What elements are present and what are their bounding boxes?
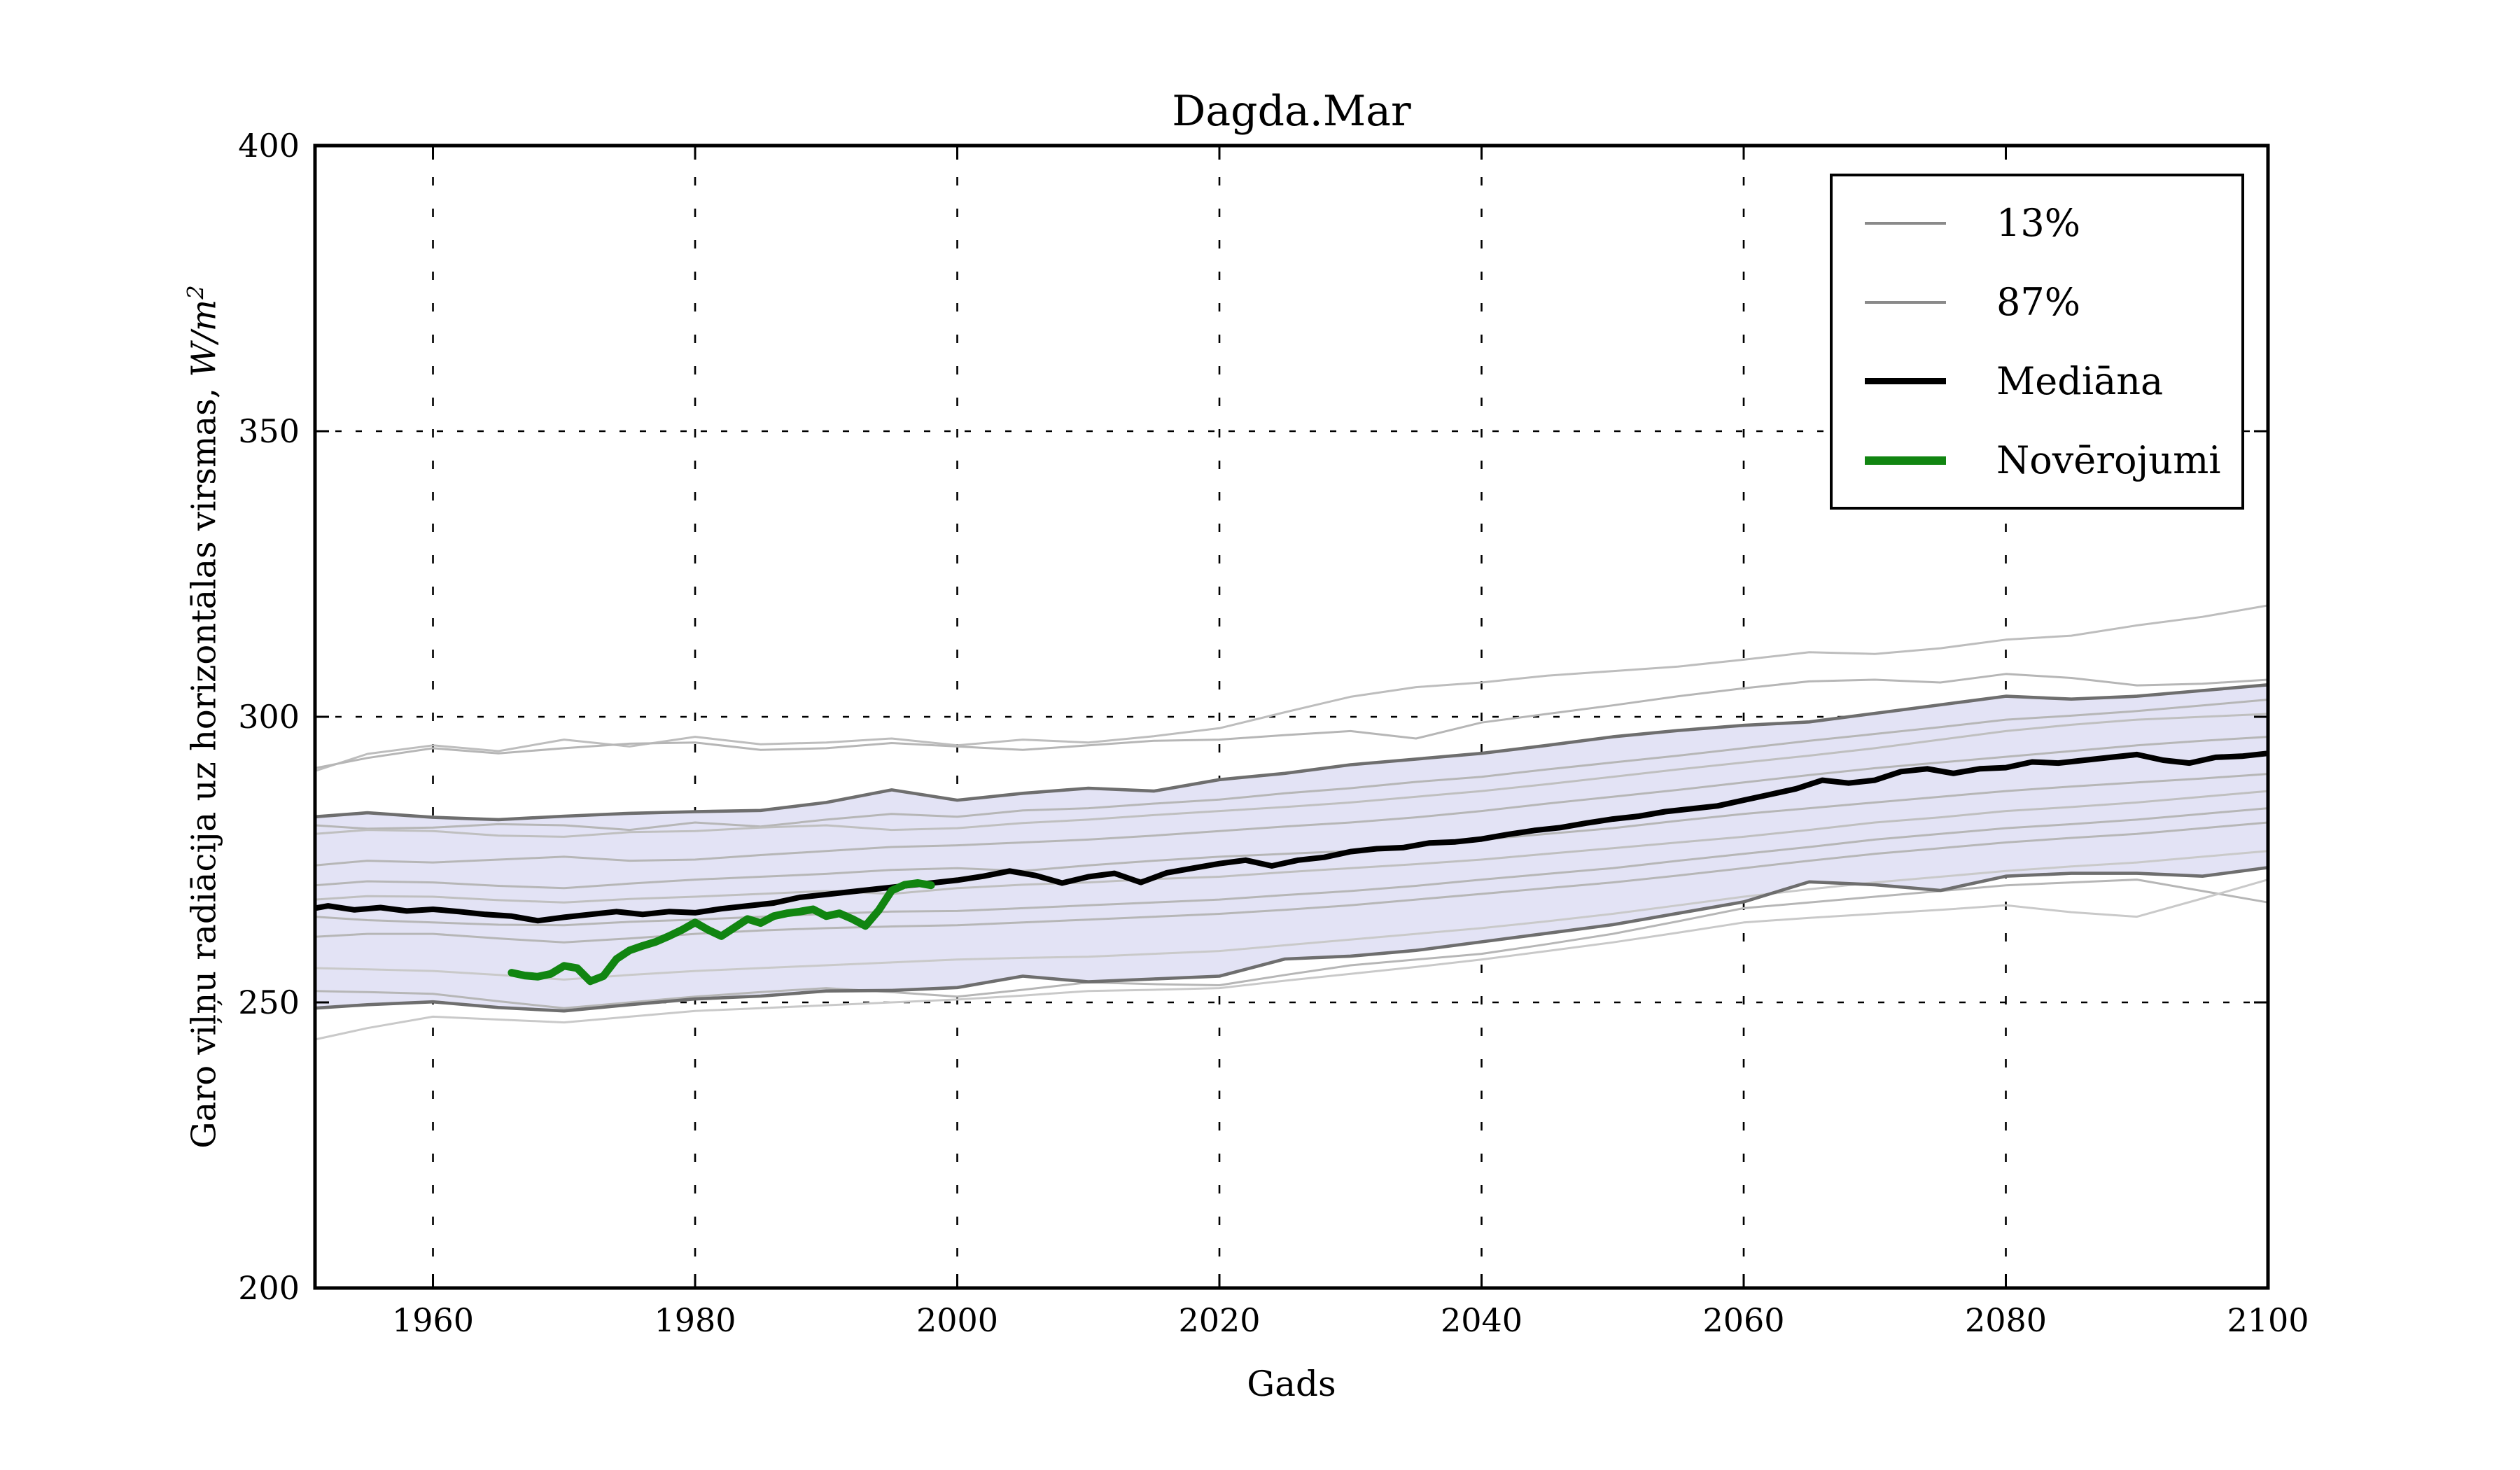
- observations-line: [507, 879, 935, 986]
- legend-label-noverojumi: Novērojumi: [1996, 438, 2221, 482]
- x-tick-label-1980: 1980: [654, 1301, 736, 1339]
- x-tick-label-2020: 2020: [1178, 1301, 1260, 1339]
- y-axis-label-units: W/m: [184, 299, 224, 377]
- x-tick-label-2040: 2040: [1441, 1301, 1522, 1339]
- ensemble-line-run-b5: [314, 790, 2269, 904]
- x-tick-label-2080: 2080: [1965, 1301, 2047, 1339]
- ensemble-line-run-d2: [314, 878, 2269, 1041]
- ensemble-line-run-b1: [314, 699, 2269, 832]
- percentile-87-line: [314, 683, 2269, 822]
- ensemble-line-run-top-1: [314, 604, 2269, 772]
- x-tick-label-2060: 2060: [1702, 1301, 1784, 1339]
- legend-row-noverojumi: Novērojumi: [1833, 424, 2241, 497]
- legend-label-87pct: 87%: [1996, 279, 2081, 324]
- x-axis-label: Gads: [1247, 1364, 1336, 1404]
- legend-sample-mediana-line: [1865, 378, 1946, 384]
- legend-sample-noverojumi-line: [1865, 456, 1946, 465]
- median-line: [314, 750, 2269, 924]
- ensemble-line-run-b3: [314, 736, 2269, 867]
- y-tick-label-350: 350: [238, 412, 300, 450]
- ensemble-line-run-top-2: [314, 673, 2269, 769]
- legend-row-87pct: 87%: [1833, 266, 2241, 339]
- legend-sample-13pct-line: [1865, 221, 1946, 225]
- y-axis-label: Garo viļņu radiācija uz horizontālas vir…: [183, 285, 224, 1148]
- chart-title: Dagda.Mar: [1172, 87, 1411, 136]
- legend-label-13pct: 13%: [1996, 200, 2081, 245]
- y-tick-label-200: 200: [238, 1269, 300, 1307]
- y-tick-label-300: 300: [238, 698, 300, 736]
- y-tick-label-400: 400: [238, 127, 300, 164]
- ensemble-line-run-c3: [314, 850, 2269, 981]
- ensemble-line-run-c1: [314, 807, 2269, 927]
- legend-row-13pct: 13%: [1833, 187, 2241, 260]
- ensemble-line-run-b4: [314, 773, 2269, 890]
- y-tick-label-250: 250: [238, 983, 300, 1021]
- legend-box: 13% 87% Mediāna Novērojumi: [1830, 174, 2244, 510]
- y-axis-label-text: Garo viļņu radiācija uz horizontālas vir…: [184, 377, 224, 1149]
- x-tick-label-2000: 2000: [916, 1301, 998, 1339]
- y-axis-label-exponent: 2: [182, 285, 209, 300]
- legend-sample-87pct-line: [1865, 300, 1946, 304]
- legend-label-mediana: Mediāna: [1996, 358, 2164, 403]
- legend-row-mediana: Mediāna: [1833, 345, 2241, 418]
- x-tick-label-1960: 1960: [392, 1301, 474, 1339]
- x-tick-label-2100: 2100: [2227, 1301, 2309, 1339]
- ensemble-line-run-c2: [314, 821, 2269, 944]
- ensemble-line-run-b2: [314, 713, 2269, 838]
- percentile-13-line: [314, 866, 2269, 1013]
